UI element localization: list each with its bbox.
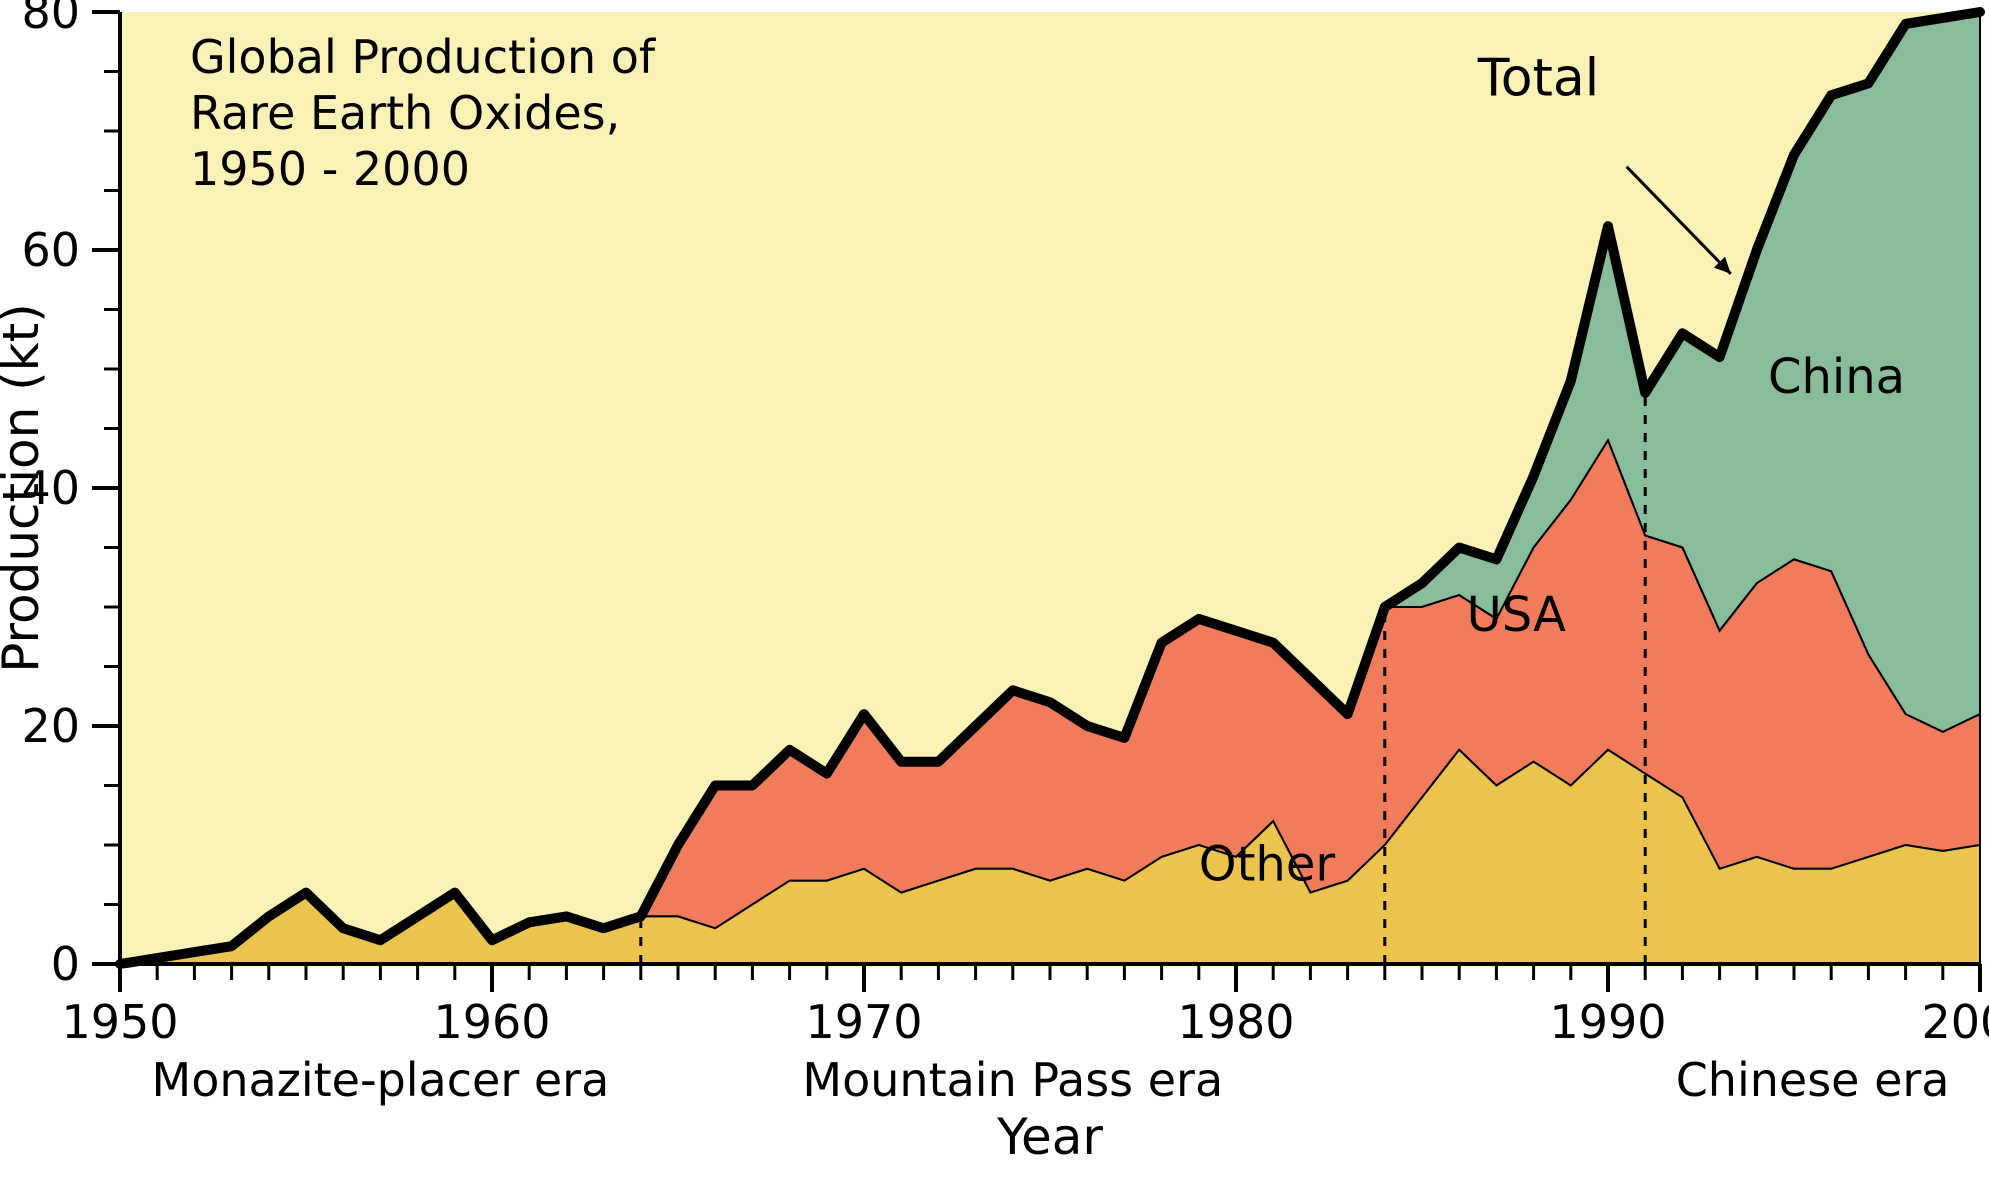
x-tick-label: 1960 xyxy=(433,995,550,1049)
x-tick-label: 2000 xyxy=(1921,995,1989,1049)
y-tick-label: 80 xyxy=(21,0,80,39)
y-axis-label: Production (kt) xyxy=(0,303,50,672)
chart-area: Monazite-placer era Mountain Pass era Chin… xyxy=(0,0,1989,1202)
label-china: China xyxy=(1768,349,1905,405)
chart-title-line: Global Production of xyxy=(190,30,657,84)
x-tick-label: 1980 xyxy=(1177,995,1294,1049)
era-label: Chinese era xyxy=(1676,1053,1950,1107)
y-tick-label: 60 xyxy=(21,223,80,277)
label-other: Other xyxy=(1199,837,1336,893)
x-axis-label: Year xyxy=(996,1108,1103,1166)
chart-title-line: Rare Earth Oxides, xyxy=(190,86,620,140)
chart-svg: Monazite-placer era Mountain Pass era Chin… xyxy=(0,0,1989,1202)
x-tick-label: 1950 xyxy=(61,995,178,1049)
label-usa: USA xyxy=(1467,587,1566,643)
label-total: Total xyxy=(1477,48,1599,108)
x-tick-label: 1990 xyxy=(1549,995,1666,1049)
era-label: Mountain Pass era xyxy=(802,1053,1223,1107)
y-tick-label: 0 xyxy=(51,937,80,991)
y-tick-label: 20 xyxy=(21,699,80,753)
x-tick-label: 1970 xyxy=(805,995,922,1049)
era-label: Monazite-placer era xyxy=(152,1053,610,1107)
chart-title-line: 1950 - 2000 xyxy=(190,142,470,196)
